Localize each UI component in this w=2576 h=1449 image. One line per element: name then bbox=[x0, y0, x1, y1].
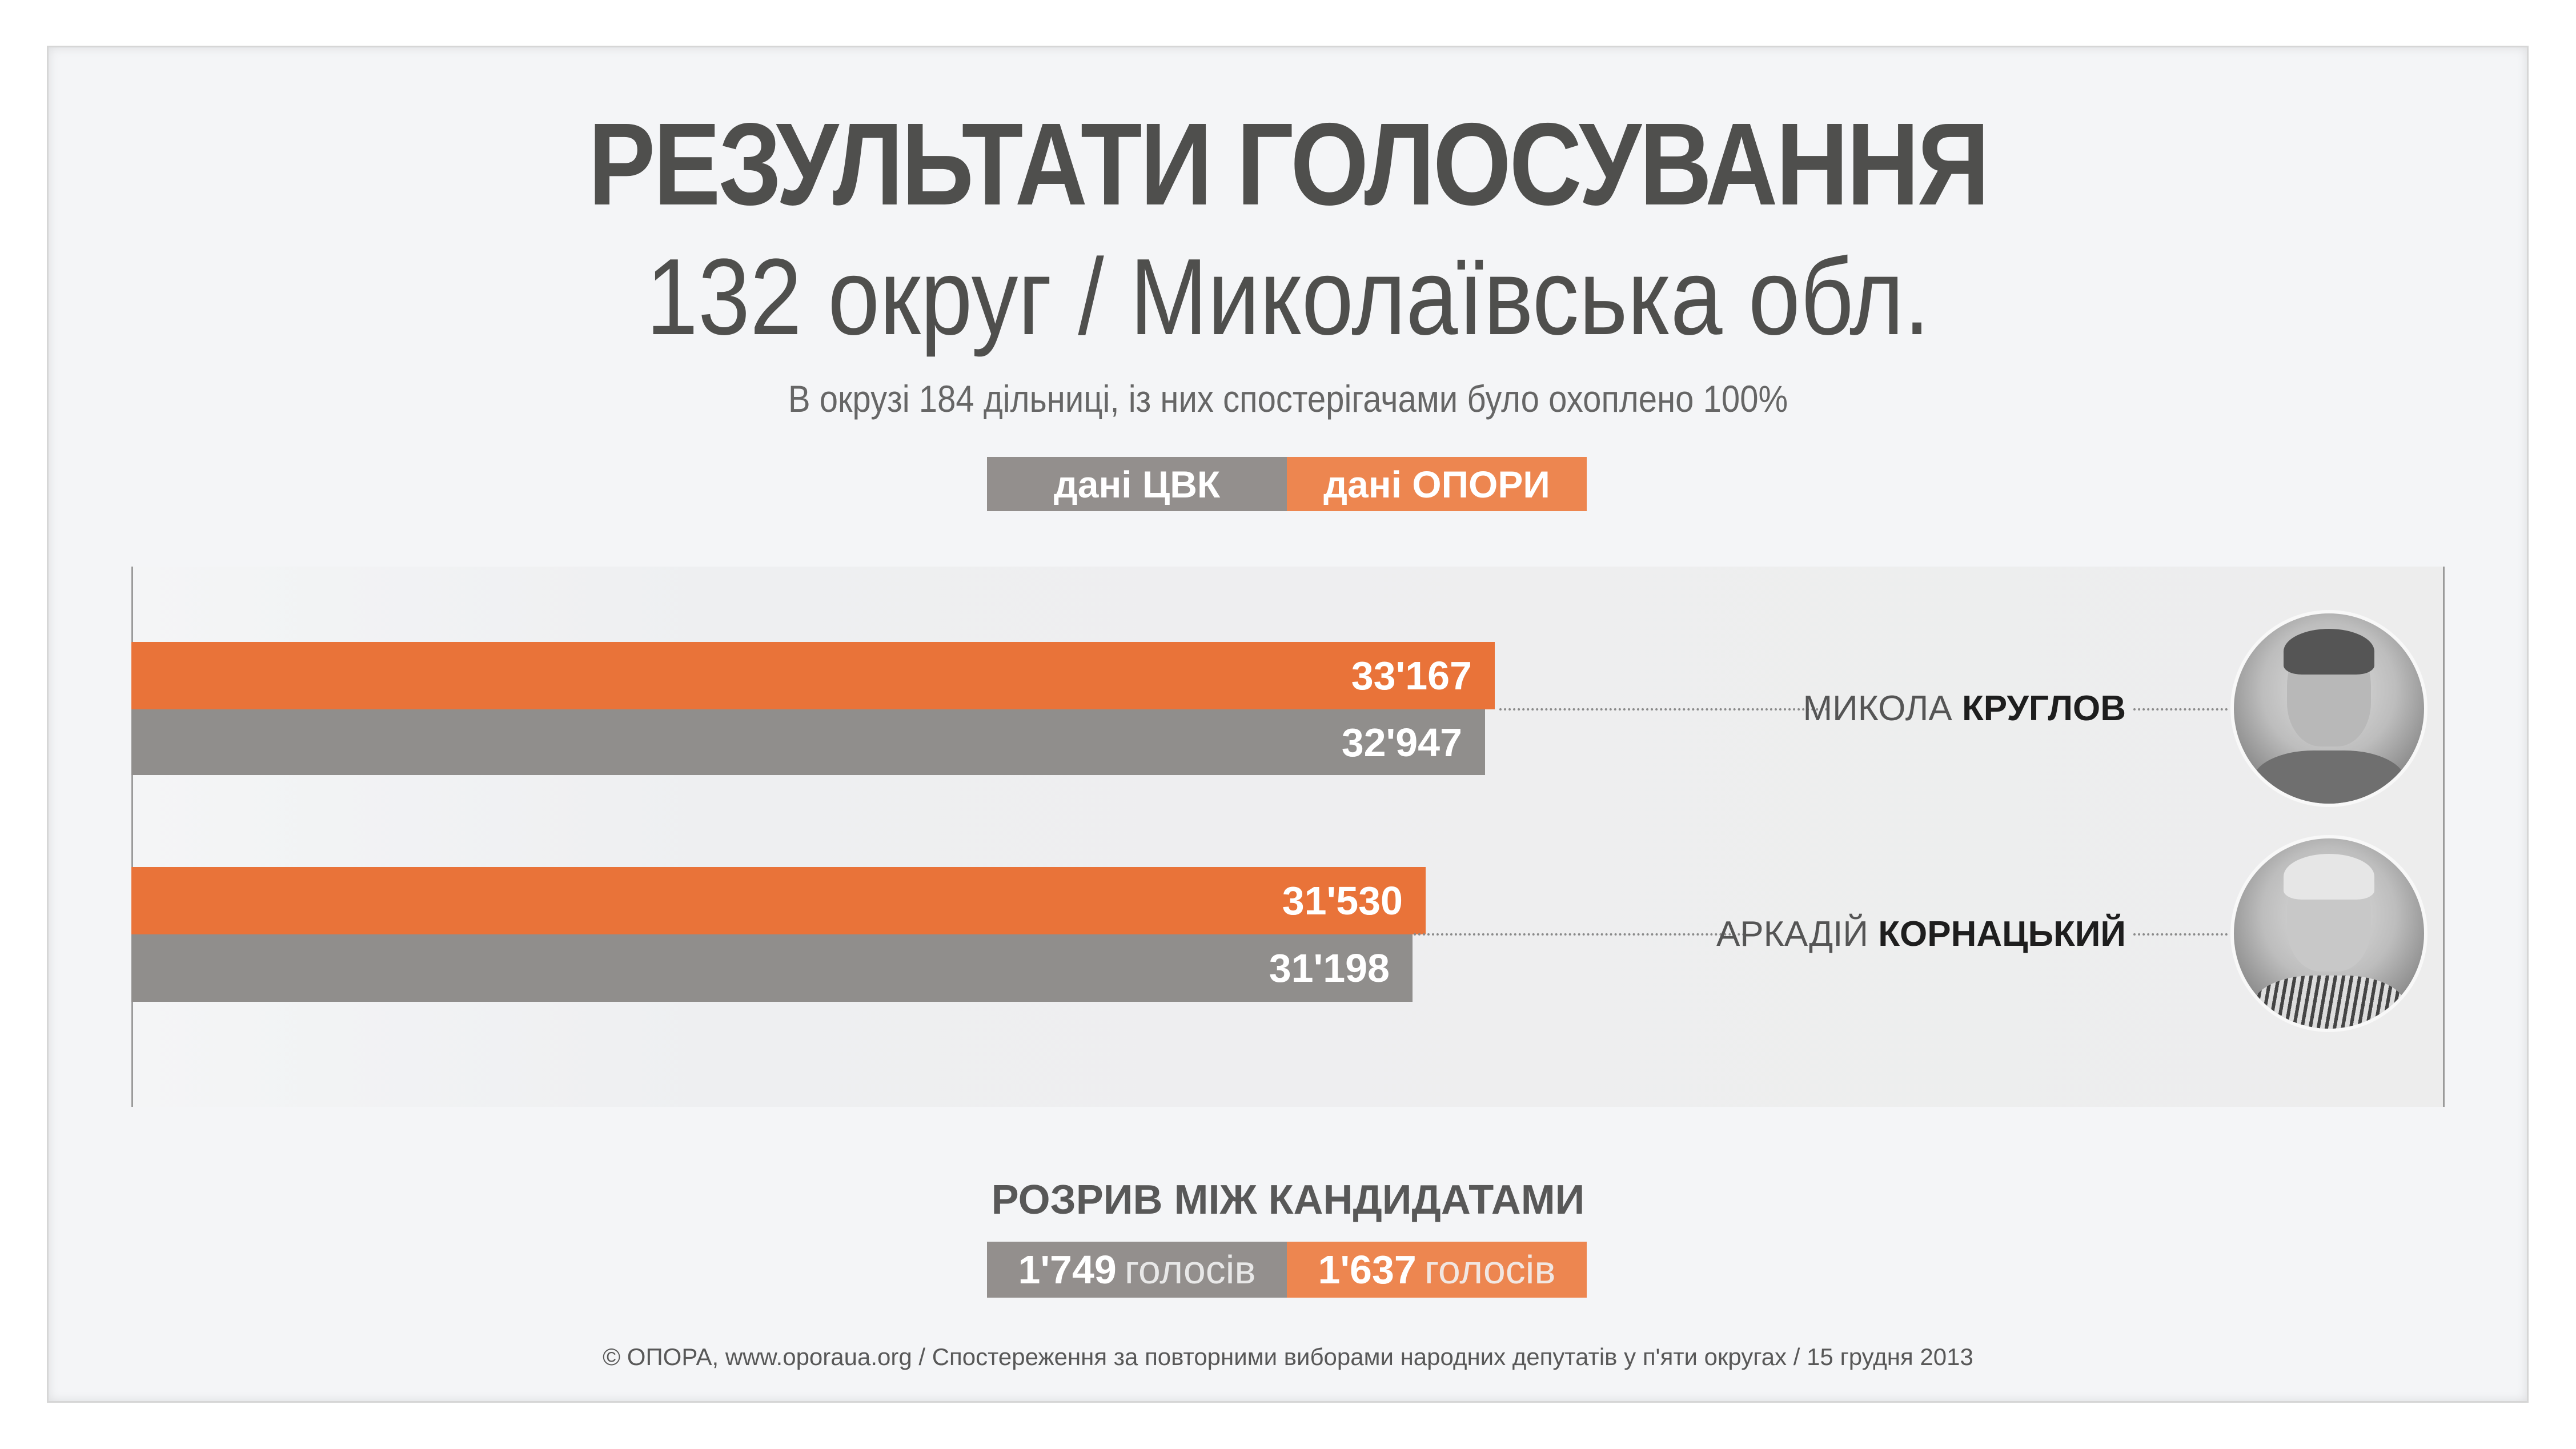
portrait-body bbox=[2253, 750, 2405, 804]
candidate-portrait-icon bbox=[2230, 835, 2427, 1032]
portrait-hair bbox=[2283, 853, 2375, 900]
gap-cvk: 1'749 голосів bbox=[987, 1242, 1287, 1298]
bar-value: 31'198 bbox=[1269, 946, 1390, 990]
coverage-description: В окрузі 184 дільниці, із них спостеріга… bbox=[788, 378, 1788, 420]
bar-cvk-candidate-1: 32'947 bbox=[131, 709, 1485, 775]
leader-line bbox=[2133, 708, 2228, 711]
leader-line bbox=[2133, 933, 2228, 936]
leader-line bbox=[1414, 933, 1745, 936]
gap-values: 1'749 голосів 1'637 голосів bbox=[987, 1242, 1587, 1298]
gap-title: РОЗРИВ МІЖ КАНДИДАТАМИ bbox=[991, 1177, 1585, 1223]
legend: дані ЦВК дані ОПОРИ bbox=[987, 457, 1587, 511]
last-name: КОРНАЦЬКИЙ bbox=[1878, 914, 2126, 954]
first-name: МИКОЛА bbox=[1803, 689, 1952, 728]
page-title: РЕЗУЛЬТАТИ ГОЛОСУВАННЯ bbox=[588, 99, 1990, 230]
legend-cvk: дані ЦВК bbox=[987, 457, 1287, 511]
chart-axis-right bbox=[2443, 567, 2445, 1107]
candidate-name-1: МИКОЛА КРУГЛОВ bbox=[1803, 688, 2126, 729]
district-subtitle: 132 округ / Миколаївська обл. bbox=[646, 236, 1930, 358]
bar-value: 32'947 bbox=[1341, 720, 1462, 765]
gap-opora: 1'637 голосів bbox=[1287, 1242, 1587, 1298]
gap-cvk-value: 1'749 bbox=[1018, 1247, 1117, 1292]
bar-value: 31'530 bbox=[1282, 878, 1403, 923]
first-name: АРКАДІЙ bbox=[1716, 914, 1868, 954]
bar-cvk-candidate-2: 31'198 bbox=[131, 934, 1413, 1002]
candidate-portrait-icon bbox=[2230, 610, 2427, 807]
bar-opora-candidate-2: 31'530 bbox=[131, 867, 1426, 934]
portrait-body bbox=[2253, 975, 2405, 1029]
gap-unit: голосів bbox=[1124, 1247, 1256, 1292]
footer-credit: © ОПОРА, www.oporaua.org / Спостереження… bbox=[603, 1343, 1973, 1370]
chart-axis-left bbox=[131, 567, 133, 1107]
bar-opora-candidate-1: 33'167 bbox=[131, 642, 1495, 709]
gap-opora-value: 1'637 bbox=[1318, 1247, 1417, 1292]
gap-unit: голосів bbox=[1424, 1247, 1556, 1292]
last-name: КРУГЛОВ bbox=[1961, 689, 2126, 728]
portrait-hair bbox=[2283, 628, 2375, 675]
candidate-name-2: АРКАДІЙ КОРНАЦЬКИЙ bbox=[1716, 914, 2126, 954]
bar-value: 33'167 bbox=[1351, 653, 1472, 698]
leader-line bbox=[1499, 708, 1828, 711]
legend-opora: дані ОПОРИ bbox=[1287, 457, 1587, 511]
